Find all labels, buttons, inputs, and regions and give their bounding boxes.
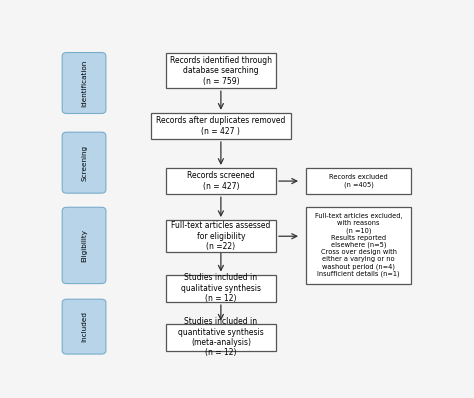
Text: Records excluded
(n =405): Records excluded (n =405): [329, 174, 388, 188]
FancyBboxPatch shape: [306, 207, 411, 284]
FancyBboxPatch shape: [166, 324, 276, 351]
Text: Records identified through
database searching
(n = 759): Records identified through database sear…: [170, 56, 272, 86]
FancyBboxPatch shape: [62, 207, 106, 284]
FancyBboxPatch shape: [62, 132, 106, 193]
Text: Eligibility: Eligibility: [81, 229, 87, 262]
FancyBboxPatch shape: [166, 220, 276, 252]
FancyBboxPatch shape: [166, 168, 276, 194]
FancyBboxPatch shape: [151, 113, 291, 139]
Text: Studies included in
quantitative synthesis
(meta-analysis)
(n = 12): Studies included in quantitative synthes…: [178, 317, 264, 357]
FancyBboxPatch shape: [62, 299, 106, 354]
Text: Screening: Screening: [81, 144, 87, 181]
Text: Identification: Identification: [81, 59, 87, 107]
FancyBboxPatch shape: [306, 168, 411, 194]
Text: Full-text articles excluded,
with reasons
(n =10)
Results reported
elsewhere (n=: Full-text articles excluded, with reason…: [315, 213, 402, 277]
Text: Records screened
(n = 427): Records screened (n = 427): [187, 172, 255, 191]
FancyBboxPatch shape: [62, 53, 106, 113]
FancyBboxPatch shape: [166, 53, 276, 88]
Text: Included: Included: [81, 311, 87, 342]
Text: Studies included in
qualitative synthesis
(n = 12): Studies included in qualitative synthesi…: [181, 273, 261, 303]
Text: Records after duplicates removed
(n = 427 ): Records after duplicates removed (n = 42…: [156, 116, 285, 136]
Text: Full-text articles assessed
for eligibility
(n =22): Full-text articles assessed for eligibil…: [171, 221, 271, 251]
FancyBboxPatch shape: [166, 275, 276, 302]
